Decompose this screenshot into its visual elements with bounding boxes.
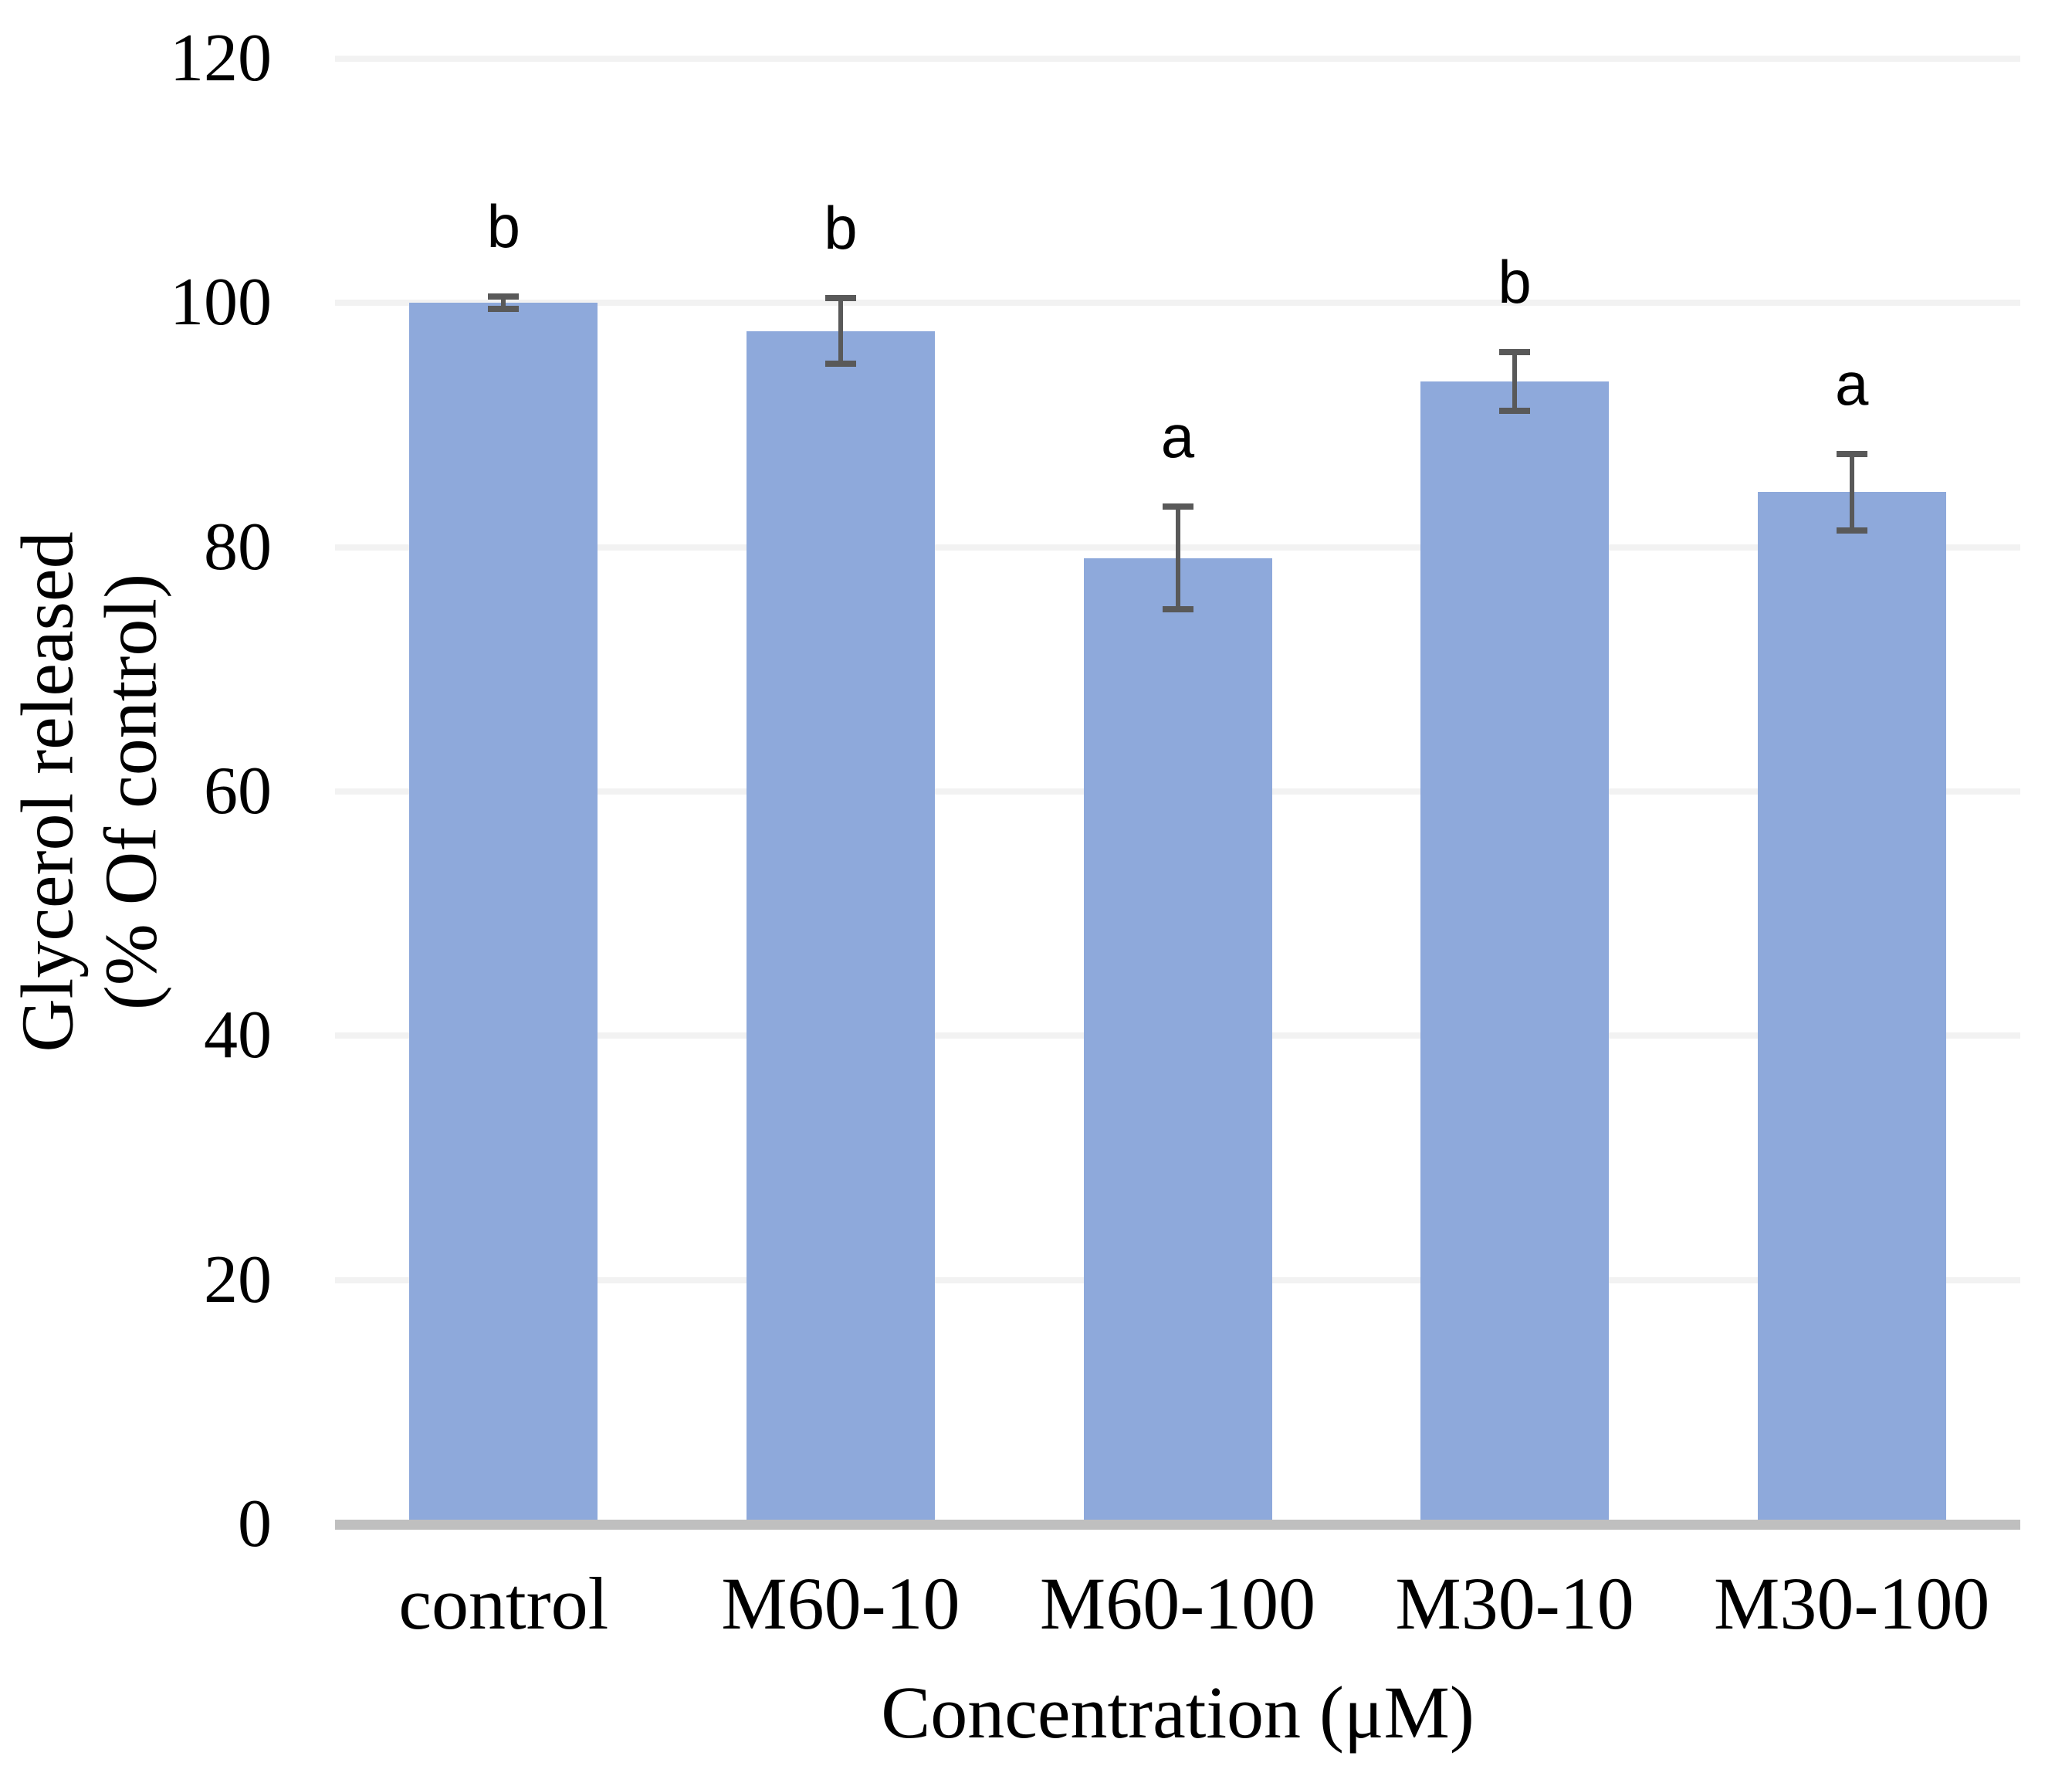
error-bar-cap-bottom-M30-10 bbox=[1499, 407, 1531, 414]
error-bar-cap-bottom-control bbox=[488, 306, 520, 313]
bar-M30-100 bbox=[1757, 492, 1946, 1520]
error-bar-line-M30-100 bbox=[1849, 454, 1854, 530]
y-tick-label-120: 120 bbox=[170, 21, 272, 96]
significance-letter-M60-100: a bbox=[1160, 402, 1195, 471]
x-axis-baseline bbox=[335, 1520, 2020, 1530]
error-bar-line-M30-10 bbox=[1512, 351, 1518, 411]
x-category-label-M30-10: M30-10 bbox=[1395, 1562, 1634, 1645]
error-bar-cap-top-M60-10 bbox=[824, 295, 856, 301]
error-bar-cap-top-control bbox=[488, 293, 520, 300]
significance-letter-M60-10: b bbox=[824, 194, 858, 262]
x-category-label-M60-10: M60-10 bbox=[721, 1562, 960, 1645]
significance-letter-M30-100: a bbox=[1834, 350, 1869, 419]
error-bar-cap-bottom-M30-100 bbox=[1836, 527, 1867, 534]
error-bar-cap-top-M60-100 bbox=[1162, 503, 1193, 510]
error-bar-cap-bottom-M60-10 bbox=[824, 361, 856, 368]
error-bar-cap-bottom-M60-100 bbox=[1162, 606, 1193, 613]
significance-letter-M30-10: b bbox=[1498, 247, 1532, 316]
error-bar-line-M60-10 bbox=[838, 298, 843, 364]
y-tick-label-60: 60 bbox=[204, 754, 272, 829]
bar-M30-10 bbox=[1420, 381, 1610, 1520]
error-bar-line-M60-100 bbox=[1175, 507, 1180, 610]
bar-M60-10 bbox=[746, 330, 935, 1520]
significance-letter-control: b bbox=[486, 192, 520, 261]
y-tick-label-20: 20 bbox=[204, 1242, 272, 1317]
error-bar-line-control bbox=[501, 297, 506, 310]
y-tick-label-40: 40 bbox=[204, 998, 272, 1073]
x-category-label-M60-100: M60-100 bbox=[1039, 1562, 1316, 1645]
gridline-y120 bbox=[335, 56, 2020, 62]
y-tick-label-0: 0 bbox=[238, 1486, 272, 1561]
x-category-label-M30-100: M30-100 bbox=[1714, 1562, 1990, 1645]
y-tick-label-80: 80 bbox=[204, 509, 272, 585]
error-bar-cap-top-M30-100 bbox=[1836, 451, 1867, 458]
y-tick-label-100: 100 bbox=[170, 265, 272, 341]
bar-control bbox=[409, 303, 598, 1520]
x-category-label-control: control bbox=[398, 1562, 609, 1645]
gridline-y100 bbox=[335, 300, 2020, 307]
bar-M60-100 bbox=[1083, 558, 1272, 1520]
x-axis-title: Concentration (μM) bbox=[881, 1671, 1474, 1754]
error-bar-cap-top-M30-10 bbox=[1499, 348, 1531, 355]
